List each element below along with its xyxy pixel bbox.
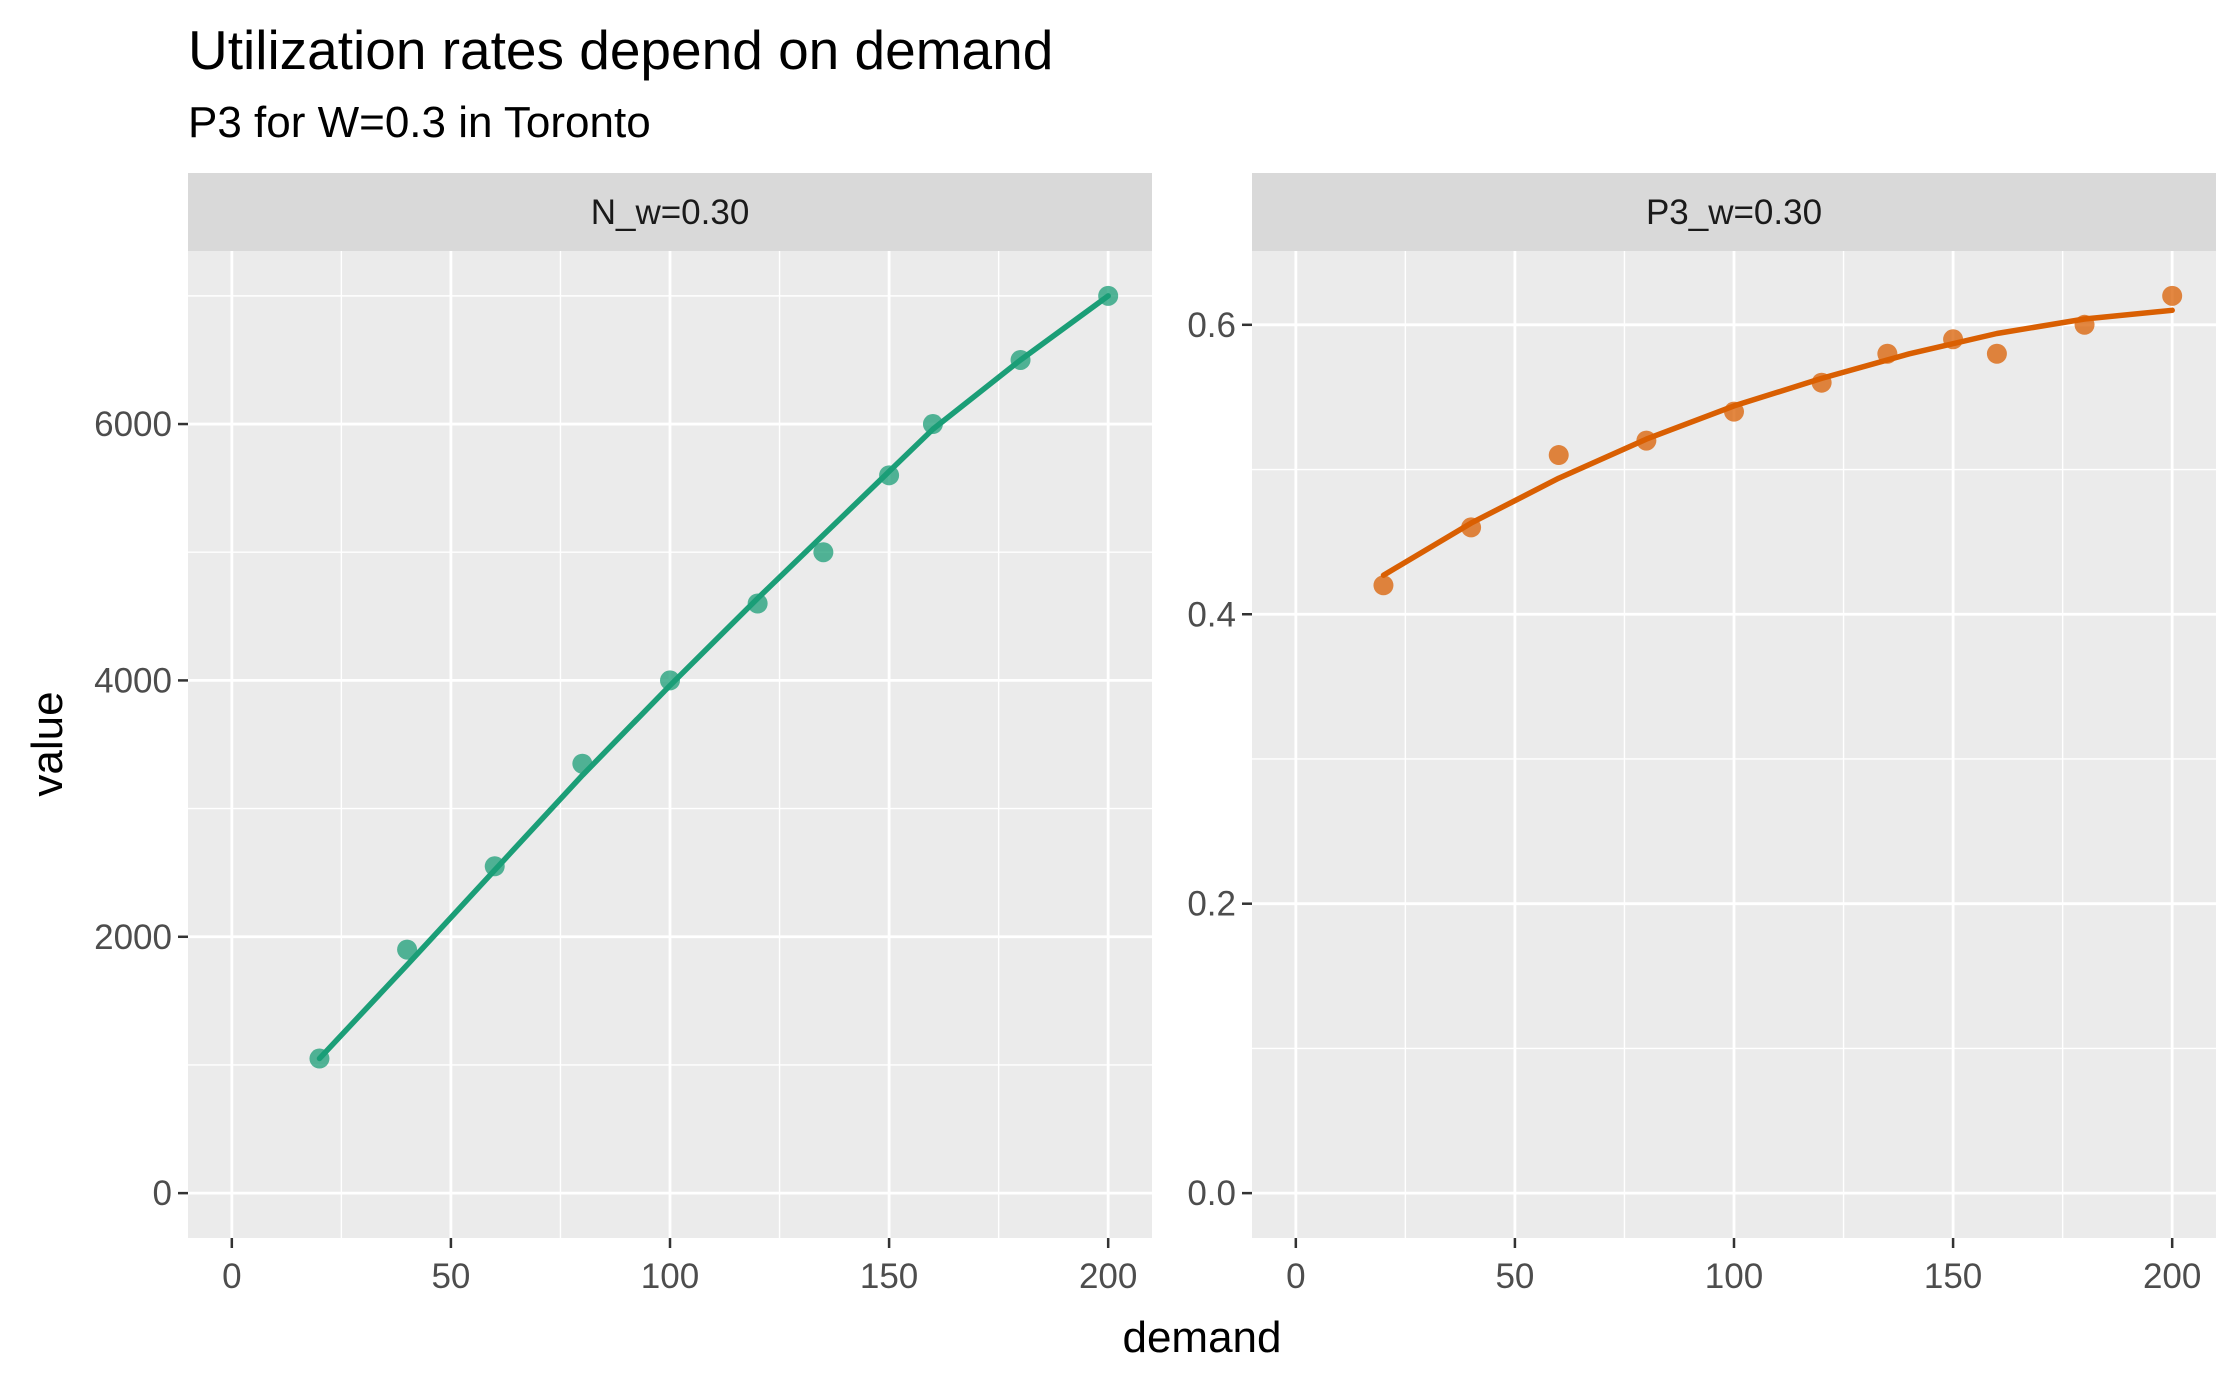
data-point [660, 670, 680, 691]
x-axis-title: demand [1122, 1313, 1281, 1362]
y-tick-label: 0.4 [1187, 595, 1236, 634]
data-point [1943, 329, 1964, 350]
data-point [813, 542, 834, 563]
trend-line [316, 293, 1111, 1062]
trend-line [1380, 307, 2175, 578]
data-point [484, 856, 505, 877]
data-point [1877, 343, 1898, 364]
x-tick-label: 50 [431, 1257, 470, 1296]
data-point [397, 939, 418, 960]
data-point [879, 465, 900, 486]
y-tick-label: 2000 [94, 918, 172, 957]
x-tick-label: 200 [2143, 1257, 2201, 1296]
y-tick-label: 0.0 [1187, 1174, 1236, 1213]
data-point [1373, 575, 1394, 596]
x-tick-label: 0 [222, 1257, 241, 1296]
data-point [309, 1048, 330, 1069]
data-point [2074, 314, 2095, 335]
data-point [572, 753, 593, 774]
x-tick-label: 150 [1924, 1257, 1982, 1296]
x-tick-label: 100 [1705, 1257, 1763, 1296]
data-point [1098, 285, 1119, 306]
chart-subtitle: P3 for W=0.3 in Toronto [188, 98, 651, 147]
y-axis-title: value [23, 691, 72, 796]
data-point [1461, 517, 1482, 538]
x-tick-label: 0 [1286, 1257, 1305, 1296]
y-tick-label: 0 [153, 1174, 172, 1213]
x-tick-label: 100 [641, 1257, 699, 1296]
data-point [2162, 285, 2183, 306]
y-tick-label: 4000 [94, 661, 172, 700]
chart-title: Utilization rates depend on demand [188, 19, 1054, 81]
data-point [747, 593, 768, 614]
y-tick-label: 0.6 [1187, 306, 1236, 345]
facet-strip [1252, 173, 2216, 251]
data-point [1010, 349, 1031, 370]
y-tick-label: 6000 [94, 405, 172, 444]
y-tick-label: 0.2 [1187, 885, 1236, 924]
x-tick-label: 200 [1079, 1257, 1137, 1296]
x-tick-label: 50 [1495, 1257, 1534, 1296]
facet-panel-2: P3_w=0.30 0 50 100 150 200 0.0 0.2 0.4 0.6 [1187, 173, 2216, 1296]
facet-strip [188, 173, 1152, 251]
data-point [1636, 430, 1657, 451]
data-point [1724, 401, 1744, 422]
data-point [1986, 343, 2007, 364]
data-point [1548, 445, 1569, 466]
x-tick-label: 150 [860, 1257, 918, 1296]
facet-strip-label: P3_w=0.30 [1646, 193, 1822, 232]
data-point [922, 414, 943, 435]
data-point [1811, 372, 1832, 393]
facet-strip-label: N_w=0.30 [591, 193, 750, 232]
